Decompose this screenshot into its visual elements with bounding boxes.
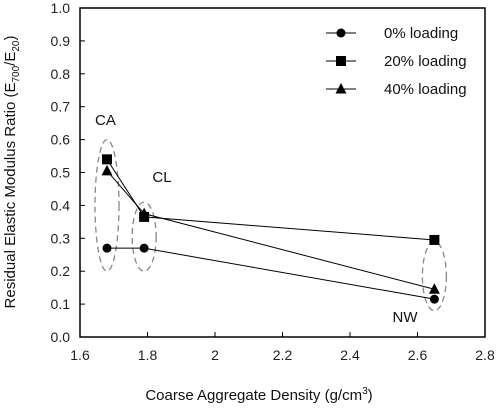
x-axis-title: Coarse Aggregate Density (g/cm3): [145, 386, 372, 404]
legend-label: 20% loading: [384, 53, 467, 70]
y-tick-label: 0.5: [51, 165, 71, 181]
data-point-circle: [139, 243, 149, 253]
y-tick-label: 0.8: [51, 66, 71, 82]
legend-label: 0% loading: [384, 25, 458, 42]
y-tick-label: 0.6: [51, 132, 71, 148]
y-tick-label: 0.9: [51, 33, 71, 49]
x-tick-label: 2.6: [408, 347, 428, 363]
axis-ticks: 0.0 0.1 0.2 0.3 0.4 0.5 0.6 0.7 0.8 0.9 1.0 1.6 1.8 2…: [51, 0, 495, 363]
y-tick-label: 1.0: [51, 0, 71, 16]
y-tick-label: 0.1: [51, 296, 71, 312]
data-point-circle: [102, 243, 112, 253]
data-point-triangle: [101, 164, 113, 176]
group-ellipse-cl: [131, 201, 157, 272]
group-ellipse-ca: [94, 138, 120, 272]
x-tick-label: 2.8: [475, 347, 495, 363]
y-tick-label: 0.7: [51, 99, 71, 115]
x-tick-label: 2: [211, 347, 219, 363]
y-tick-label: 0.3: [51, 230, 71, 246]
y-tick-label: 0.2: [51, 263, 71, 279]
y-axis-title: Residual Elastic Modulus Ratio (E700/E20…: [2, 36, 22, 309]
group-label-nw: NW: [393, 309, 419, 326]
data-point-square: [102, 154, 112, 165]
x-tick-label: 1.8: [138, 347, 158, 363]
group-label-cl: CL: [152, 169, 171, 186]
data-point-triangle: [428, 283, 440, 294]
group-label-ca: CA: [95, 112, 116, 129]
x-tick-label: 2.2: [273, 347, 293, 363]
series-lines: [101, 154, 440, 304]
group-labels: CA CL NW: [95, 112, 418, 326]
legend-label: 40% loading: [384, 81, 467, 98]
legend-marker-triangle: [335, 83, 347, 94]
x-tick-label: 2.4: [340, 347, 360, 363]
y-tick-label: 0.4: [51, 197, 71, 213]
data-point-circle: [429, 294, 439, 304]
legend: 0% loading 20% loading 40% loading: [326, 25, 467, 98]
data-point-triangle: [138, 207, 150, 219]
legend-marker-square: [336, 56, 346, 66]
data-point-square: [429, 234, 440, 245]
y-tick-label: 0.0: [51, 329, 71, 345]
x-tick-label: 1.6: [70, 347, 90, 363]
legend-marker-circle: [336, 28, 346, 38]
